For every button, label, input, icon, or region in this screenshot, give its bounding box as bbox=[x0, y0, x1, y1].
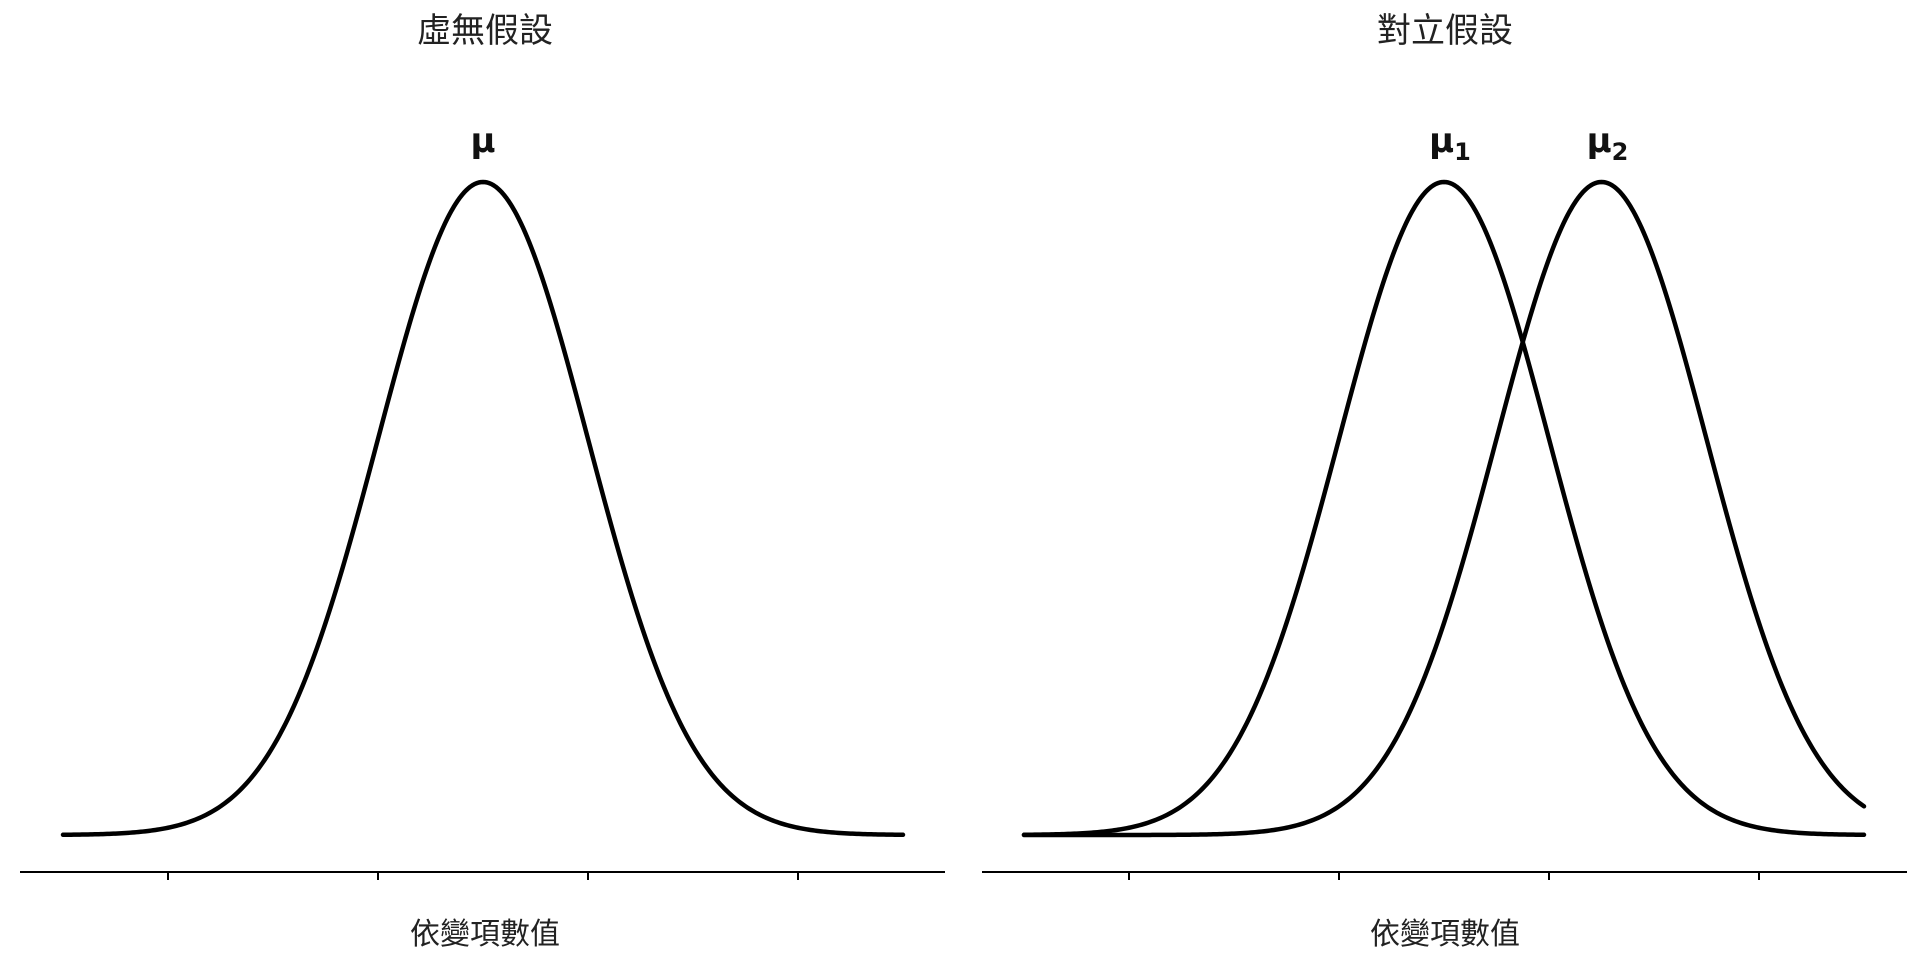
panel-title: 虛無假設 bbox=[417, 11, 553, 51]
x-axis-ticks bbox=[167, 872, 799, 880]
x-axis-label: 依變項數值 bbox=[410, 917, 560, 952]
peak-label-2: μ2 bbox=[1587, 121, 1629, 166]
density-curve-1 bbox=[1021, 179, 1867, 838]
peak-labels: μ bbox=[470, 121, 495, 161]
density-curve-2 bbox=[1021, 179, 1867, 838]
peak-labels: μ1 μ2 bbox=[1429, 121, 1628, 166]
alternative-hypothesis-panel: 對立假設 μ1 μ2 依變項數值 bbox=[982, 11, 1907, 952]
density-curve-1 bbox=[60, 179, 906, 838]
peak-label-1: μ bbox=[470, 121, 495, 161]
null-hypothesis-panel: 虛無假設 μ 依變項數值 bbox=[20, 11, 945, 952]
panel-title: 對立假設 bbox=[1377, 11, 1513, 51]
peak-label-1: μ1 bbox=[1429, 121, 1471, 166]
x-axis-label: 依變項數值 bbox=[1370, 917, 1520, 952]
x-axis-ticks bbox=[1128, 872, 1760, 880]
density-curves bbox=[60, 179, 906, 838]
density-curves bbox=[1021, 179, 1867, 838]
